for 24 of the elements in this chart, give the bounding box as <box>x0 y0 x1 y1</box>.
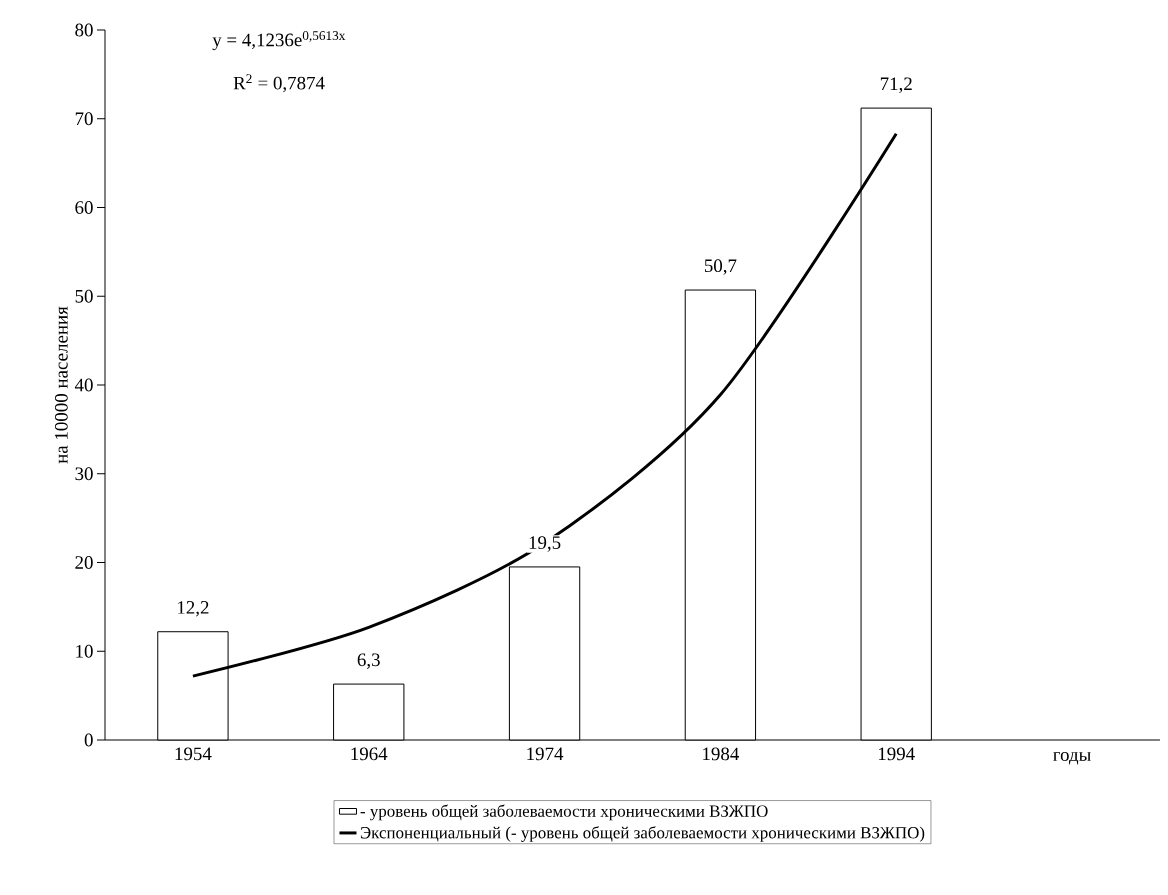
annotation: R$^{2}$ = 0,7874 <box>233 74 325 93</box>
legend-label: - уровень общей заболеваемости хроническими ВЗЖПО <box>360 804 768 821</box>
y-axis-title: на 10000 населения <box>54 306 68 464</box>
data-label: 50,7 <box>704 259 737 275</box>
y-tick-label: 60 <box>75 201 93 214</box>
x-tick-label: 1984 <box>703 747 740 761</box>
x-tick-label: 1954 <box>175 747 212 761</box>
x-tick-label: 1974 <box>527 747 564 761</box>
y-tick-label: 30 <box>75 467 93 481</box>
y-tick-label: 70 <box>75 112 93 126</box>
x-tick-label: 1964 <box>351 747 388 761</box>
y-tick-label: 20 <box>75 556 93 569</box>
y-tick-label: 0 <box>84 733 93 747</box>
y-tick-label: 10 <box>76 644 93 658</box>
y-tick-label: 80 <box>75 23 93 37</box>
y-tick-label: 50 <box>75 289 93 303</box>
data-label: 6,3 <box>357 653 380 669</box>
x-axis-title: годы <box>1053 751 1091 765</box>
x-tick-label: 1994 <box>878 747 915 761</box>
legend-label: Экспоненциальный (- уровень общей заболеваемости хроническими ВЗЖПО) <box>360 826 925 842</box>
annotation: y = 4,1236e$^{0,5613x}$ <box>212 31 346 51</box>
data-label: 71,2 <box>880 77 912 93</box>
data-label: 12,2 <box>178 601 209 617</box>
y-tick-label: 40 <box>74 378 93 392</box>
